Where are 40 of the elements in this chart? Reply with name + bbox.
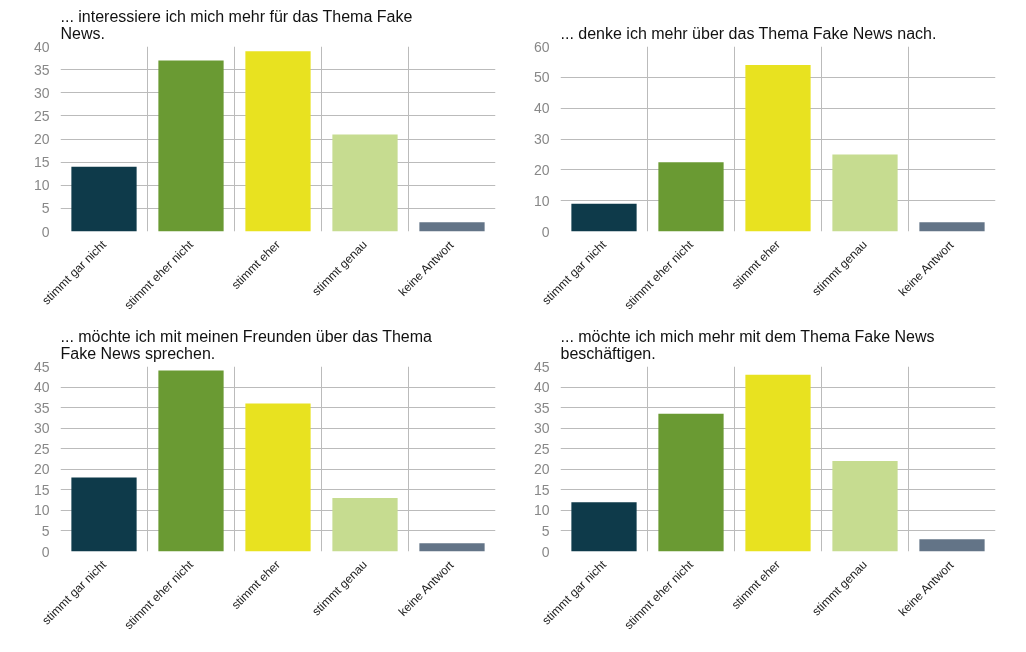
y-tick-label: 30: [533, 420, 550, 437]
y-tick-label: 15: [33, 154, 50, 171]
y-tick-label: 20: [533, 161, 550, 178]
y-tick-label: 10: [533, 502, 550, 519]
y-tick-label: 5: [41, 522, 50, 539]
y-tick-label: 25: [33, 107, 50, 124]
y-tick-label: 25: [533, 440, 550, 457]
chart-title: ... interessiere ich mich mehr für das Thema Fake News.: [60, 7, 413, 42]
y-tick-label: 60: [533, 38, 550, 55]
y-tick-label: 50: [533, 69, 550, 86]
chart-title: ... möchte ich mich mehr mit dem Thema Fake News beschäftigen.: [560, 327, 935, 362]
y-tick-label: 0: [541, 223, 550, 240]
y-tick-label: 10: [33, 177, 50, 194]
y-tick-label: 35: [533, 399, 550, 416]
y-tick-label: 40: [33, 379, 50, 396]
y-tick-label: 5: [541, 522, 550, 539]
y-tick-label: 0: [41, 543, 50, 560]
y-tick-label: 40: [533, 100, 550, 117]
y-tick-label: 15: [33, 481, 50, 498]
y-tick-label: 35: [33, 399, 50, 416]
y-tick-label: 40: [33, 38, 50, 55]
y-tick-label: 0: [41, 223, 50, 240]
y-tick-label: 0: [541, 543, 550, 560]
y-tick-label: 30: [33, 420, 50, 437]
y-tick-label: 45: [533, 358, 550, 375]
y-tick-label: 30: [533, 131, 550, 147]
chart-title: ... möchte ich mit meinen Freunden über das Thema Fake News sprechen.: [60, 327, 433, 362]
y-tick-label: 15: [533, 481, 550, 498]
y-tick-label: 45: [33, 358, 50, 375]
y-tick-label: 20: [33, 461, 50, 478]
y-tick-label: 10: [533, 192, 550, 209]
y-tick-label: 20: [33, 131, 50, 147]
y-tick-label: 25: [33, 440, 50, 457]
y-tick-label: 35: [33, 61, 50, 78]
y-tick-label: 40: [533, 379, 550, 396]
y-tick-label: 10: [33, 502, 50, 519]
y-tick-label: 20: [533, 461, 550, 478]
y-tick-label: 30: [33, 84, 50, 101]
y-tick-label: 5: [41, 200, 50, 217]
chart-title: ... denke ich mehr über das Thema Fake News nach.: [560, 24, 937, 42]
